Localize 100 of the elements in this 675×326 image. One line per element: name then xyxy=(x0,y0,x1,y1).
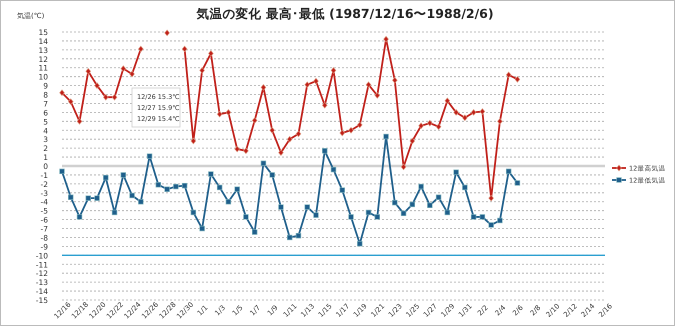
point xyxy=(410,202,416,208)
point xyxy=(374,214,380,220)
point xyxy=(506,72,512,78)
point xyxy=(392,77,398,84)
point xyxy=(340,130,345,136)
point xyxy=(76,214,82,220)
point xyxy=(164,30,170,36)
point xyxy=(112,210,118,216)
point xyxy=(296,232,302,238)
point xyxy=(313,78,319,84)
point xyxy=(269,127,275,134)
point xyxy=(418,184,424,190)
point xyxy=(216,110,222,118)
point xyxy=(86,68,91,75)
point xyxy=(94,195,100,201)
point xyxy=(392,200,398,206)
point xyxy=(322,102,328,108)
point xyxy=(269,172,275,178)
point xyxy=(146,153,152,159)
point xyxy=(243,214,249,220)
point xyxy=(366,210,372,216)
point xyxy=(156,182,162,188)
point xyxy=(129,192,135,198)
point xyxy=(462,114,468,121)
point xyxy=(208,50,214,57)
point xyxy=(480,108,486,115)
point xyxy=(260,84,266,91)
point xyxy=(340,187,345,193)
point xyxy=(444,210,450,216)
point xyxy=(86,195,91,201)
point xyxy=(243,148,249,154)
point xyxy=(366,82,372,88)
point xyxy=(59,168,65,174)
point xyxy=(68,98,74,105)
point xyxy=(120,65,126,72)
point xyxy=(488,222,494,228)
point xyxy=(330,67,336,74)
point xyxy=(190,138,196,144)
point xyxy=(103,94,108,100)
point xyxy=(427,202,433,208)
point xyxy=(59,90,65,96)
point xyxy=(480,214,486,220)
point xyxy=(436,123,442,130)
point xyxy=(103,174,108,180)
point xyxy=(173,184,179,190)
point xyxy=(112,94,118,100)
point xyxy=(129,70,135,78)
point xyxy=(164,186,170,192)
point xyxy=(470,214,476,220)
chart-title: 気温の変化 最高･最低 (1987/12/16〜1988/2/6) xyxy=(195,6,494,21)
point xyxy=(330,166,336,172)
point xyxy=(76,118,82,125)
point xyxy=(514,180,520,186)
point xyxy=(199,67,205,74)
point xyxy=(383,134,389,140)
point xyxy=(226,199,232,204)
point xyxy=(226,109,232,116)
point xyxy=(138,46,144,52)
point xyxy=(278,204,284,210)
point xyxy=(462,184,468,190)
point xyxy=(287,234,292,240)
point xyxy=(252,229,258,235)
point xyxy=(418,122,424,129)
point xyxy=(488,194,494,202)
point xyxy=(94,82,100,89)
point xyxy=(497,218,503,224)
point xyxy=(357,122,362,128)
point xyxy=(427,120,433,126)
point xyxy=(374,92,380,99)
point xyxy=(383,36,389,42)
point xyxy=(216,184,222,190)
point xyxy=(182,182,188,188)
point xyxy=(304,204,310,210)
point xyxy=(506,168,512,174)
point xyxy=(68,194,74,200)
point xyxy=(348,214,354,220)
point xyxy=(287,136,292,142)
point xyxy=(182,46,188,52)
point xyxy=(234,146,240,152)
point xyxy=(120,172,126,178)
point xyxy=(514,76,520,83)
point xyxy=(444,98,450,104)
point xyxy=(296,130,302,138)
point xyxy=(190,210,196,216)
point xyxy=(470,109,476,116)
point xyxy=(348,127,354,134)
point xyxy=(252,117,258,124)
point xyxy=(410,138,416,144)
point xyxy=(234,186,240,192)
point xyxy=(260,160,266,166)
point xyxy=(497,118,503,125)
point xyxy=(400,164,406,170)
point xyxy=(400,210,406,216)
point xyxy=(453,170,459,175)
point xyxy=(313,212,319,218)
point xyxy=(304,82,310,88)
point xyxy=(322,148,328,154)
point xyxy=(357,241,362,246)
point xyxy=(453,109,459,116)
point xyxy=(208,171,214,177)
